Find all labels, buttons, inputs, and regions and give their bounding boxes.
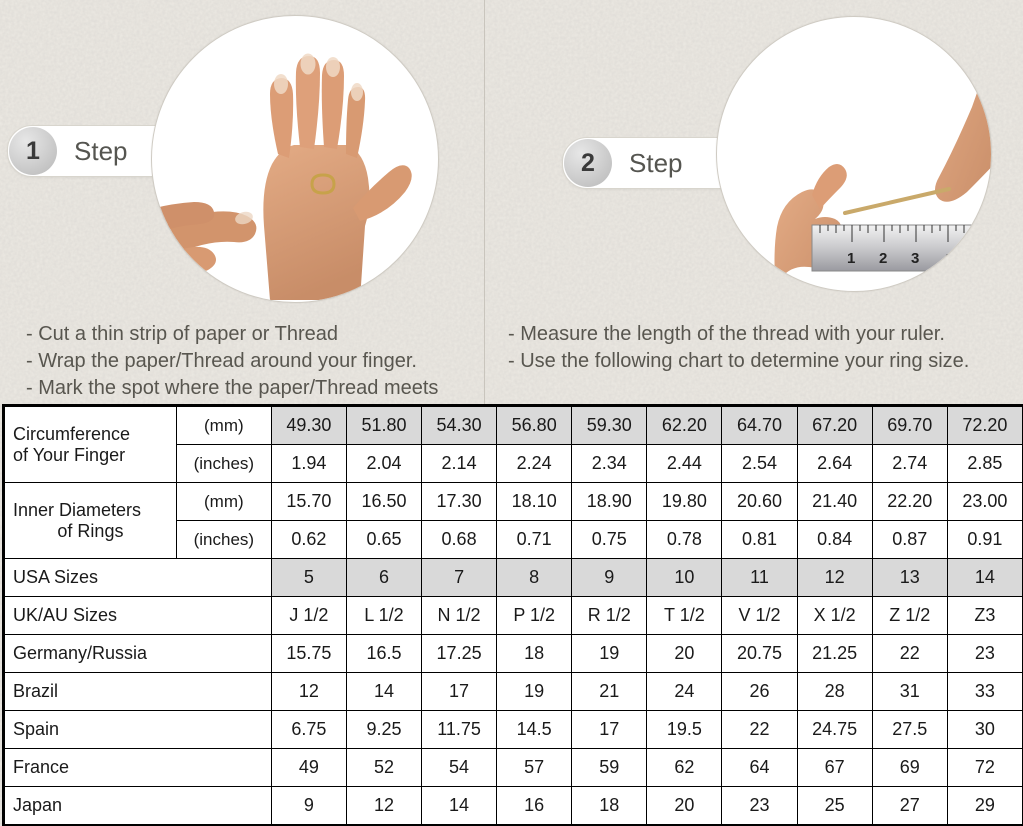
svg-text:1: 1 [847,250,855,267]
svg-text:2: 2 [879,250,887,267]
svg-text:3: 3 [911,250,919,267]
svg-text:4: 4 [943,251,951,266]
